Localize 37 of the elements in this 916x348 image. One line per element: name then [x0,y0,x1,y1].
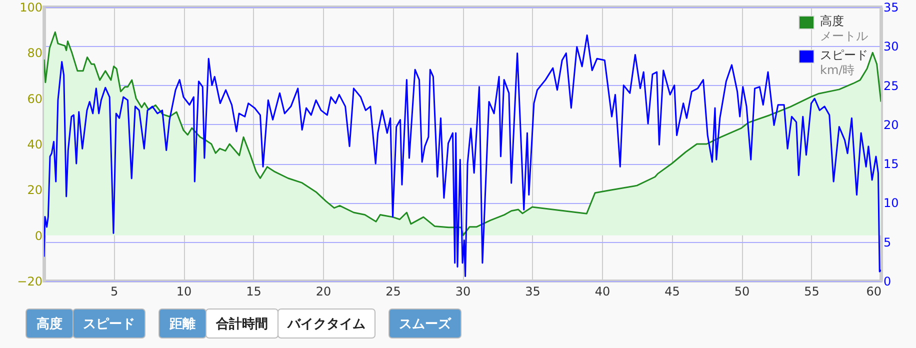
x-tick-label: 45 [664,284,680,298]
y2-tick-label: 10 [884,196,899,210]
y-tick-label: −20 [17,274,42,288]
text: スピード [83,317,135,332]
y-tick-label: 60 [27,92,42,106]
annotation: km/時 [820,63,855,77]
x-tick-label: 30 [455,284,471,298]
y-tick-label: 40 [27,138,42,152]
y2-tick-label: 35 [884,0,899,14]
y-tick-label: 20 [27,183,42,198]
x-tick-label: 20 [316,284,332,298]
x-tick-label: 55 [804,284,820,298]
x-tick-label: 15 [246,284,262,298]
y-tick-label: 0 [34,228,42,243]
y2-tick-label: 30 [884,40,899,54]
y2-tick-label: 25 [884,78,899,93]
annotation: メートル [820,29,868,43]
legend-label: 高度 [820,14,844,28]
legend-label: スピード [820,48,868,62]
text: 合計時間 [215,316,268,332]
text: スムーズ [399,317,452,332]
x-tick-label: 40 [594,284,610,298]
x-tick-label: 25 [386,284,401,298]
text: バイクタイム [286,317,366,332]
y2-tick-label: 5 [884,235,892,250]
x-tick-label: 5 [110,284,118,298]
x-tick-label: 50 [734,284,750,298]
y2-tick-label: 0 [884,274,892,288]
x-tick-label: 10 [176,284,192,298]
y2-tick-label: 20 [884,118,899,132]
text: 距離 [168,317,196,332]
text: 高度 [36,316,62,332]
y-tick-label: 100 [20,0,42,14]
y2-tick-label: 15 [884,157,899,172]
y-tick-label: 80 [27,46,42,60]
x-tick-label: 35 [525,284,540,298]
x-tick-label: 60 [866,284,882,298]
